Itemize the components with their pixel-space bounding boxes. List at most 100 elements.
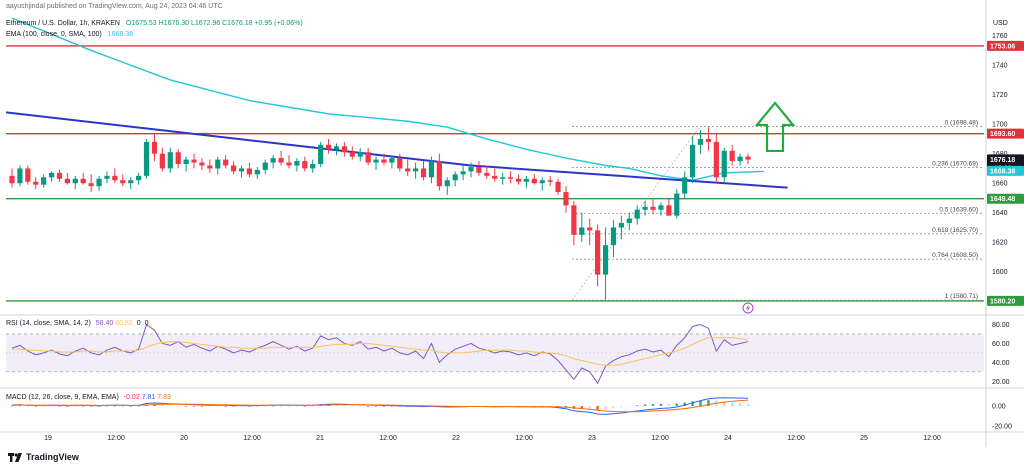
macd-histogram-bar-77 xyxy=(620,406,623,408)
macd-histogram-bar-79 xyxy=(636,405,639,406)
candle-body-74 xyxy=(595,230,601,275)
candle-body-5 xyxy=(48,172,55,178)
macd-histogram-bar-92 xyxy=(738,403,742,406)
candle-body-85 xyxy=(682,177,688,194)
ohlc-low: L1672.96 xyxy=(190,20,221,27)
candle-body-45 xyxy=(365,152,371,163)
fib-level-label-1: 0.236 (1670.69) xyxy=(932,160,978,167)
macd-histogram-bar-26 xyxy=(216,406,219,407)
candle-body-86 xyxy=(690,144,696,178)
rsi-tick-label-3: 80.00 xyxy=(992,322,1010,329)
candle-body-37 xyxy=(302,161,308,169)
candle-body-4 xyxy=(41,177,47,185)
price-axis-badge-text-5: 1580.20 xyxy=(990,298,1015,305)
rsi-tick-label-0: 20.00 xyxy=(992,379,1010,386)
candle-body-47 xyxy=(381,159,387,163)
macd-histogram-bar-8 xyxy=(74,406,77,407)
candle-body-31 xyxy=(254,169,260,175)
candle-body-17 xyxy=(143,141,150,176)
candle-body-60 xyxy=(484,172,490,176)
macd-legend[interactable]: MACD (12, 26, close, 9, EMA, EMA) -0.02 … xyxy=(6,394,171,401)
candle-body-42 xyxy=(341,146,347,153)
ema-legend-value: 1668.38 xyxy=(107,31,133,38)
candle-body-6 xyxy=(56,172,63,179)
candle-body-84 xyxy=(674,193,680,216)
time-tick-label-2: 20 xyxy=(180,435,188,442)
candle-body-62 xyxy=(500,177,506,179)
candle-body-40 xyxy=(325,144,332,150)
ohlc-high: H1676.30 xyxy=(158,20,190,27)
candle-body-27 xyxy=(223,159,229,166)
rsi-legend-zero-b: 0 xyxy=(144,320,149,327)
rsi-legend-value: 58.40 xyxy=(95,320,114,327)
candle-body-69 xyxy=(555,181,561,193)
time-tick-label-3: 12:00 xyxy=(243,435,261,442)
macd-histogram-bar-9 xyxy=(82,405,85,407)
candle-body-38 xyxy=(310,164,316,169)
macd-histogram-bar-36 xyxy=(295,406,299,407)
rsi-legend[interactable]: RSI (14, close, SMA, 14, 2) 58.40 60.82 … xyxy=(6,320,149,327)
publisher-line: aayushjindal published on TradingView.co… xyxy=(6,3,223,10)
macd-histogram-bar-76 xyxy=(612,406,615,409)
macd-histogram-bar-75 xyxy=(604,406,607,410)
macd-histogram-bar-2 xyxy=(26,406,30,407)
candle-body-12 xyxy=(104,175,110,179)
macd-histogram-value: -0.02 xyxy=(123,394,140,401)
candle-body-79 xyxy=(634,209,640,219)
macd-histogram-bar-39 xyxy=(319,405,322,407)
macd-histogram-bar-44 xyxy=(359,406,362,407)
candle-body-20 xyxy=(167,152,173,169)
tradingview-brand[interactable]: TradingView xyxy=(8,452,79,462)
ema-legend[interactable]: EMA (100, close, 0, SMA, 100) 1668.38 xyxy=(6,31,133,38)
candle-body-90 xyxy=(721,150,727,178)
macd-line-value: 7.81 xyxy=(141,394,156,401)
candle-body-52 xyxy=(420,168,427,178)
candle-body-30 xyxy=(246,168,253,175)
ohlc-open: O1675.53 xyxy=(125,20,157,27)
candle-body-50 xyxy=(405,168,411,172)
macd-histogram-bar-0 xyxy=(10,405,14,407)
candle-body-23 xyxy=(191,159,197,163)
macd-signal-line xyxy=(11,399,749,413)
macd-histogram-bar-31 xyxy=(256,406,259,407)
candle-body-19 xyxy=(159,153,165,169)
candle-body-92 xyxy=(737,156,743,162)
macd-histogram-bar-78 xyxy=(628,406,631,407)
candle-body-53 xyxy=(428,161,435,178)
price-axis-badge-text-2: 1676.18 xyxy=(990,157,1015,164)
candle-body-0 xyxy=(9,175,15,184)
macd-histogram-bar-30 xyxy=(248,406,251,407)
macd-histogram-bar-35 xyxy=(287,405,291,407)
candle-body-3 xyxy=(33,181,39,185)
price-axis-badge-text-4: 1649.48 xyxy=(990,196,1015,203)
candle-body-67 xyxy=(539,180,545,184)
currency-label: USD xyxy=(993,20,1008,27)
macd-histogram-bar-43 xyxy=(351,405,354,407)
macd-histogram-bar-14 xyxy=(121,406,124,407)
candle-body-35 xyxy=(286,162,292,166)
candle-body-11 xyxy=(96,178,102,187)
candle-body-91 xyxy=(729,150,735,162)
time-tick-label-6: 22 xyxy=(452,435,460,442)
macd-histogram-bar-69 xyxy=(556,406,560,407)
price-axis-badge-1 xyxy=(987,128,1024,139)
candle-body-55 xyxy=(444,180,450,187)
macd-histogram-bar-7 xyxy=(66,406,69,407)
price-tick-label-7: 1740 xyxy=(992,63,1008,70)
macd-histogram-bar-32 xyxy=(264,406,267,407)
candle-body-16 xyxy=(136,175,142,181)
rsi-ma-line xyxy=(12,337,749,366)
candle-body-51 xyxy=(413,168,419,172)
ohlc-change: +0.95 (+0.06%) xyxy=(254,20,303,27)
candle-body-77 xyxy=(618,223,624,228)
time-tick-label-12: 25 xyxy=(860,435,868,442)
candle-body-33 xyxy=(270,158,276,163)
time-tick-label-5: 12:00 xyxy=(379,435,397,442)
fib-level-label-4: 0.764 (1608.50) xyxy=(932,252,978,259)
candle-body-61 xyxy=(492,175,498,179)
macd-histogram-bar-87 xyxy=(699,400,702,406)
macd-histogram-bar-15 xyxy=(129,406,132,407)
macd-legend-label: MACD (12, 26, close, 9, EMA, EMA) xyxy=(6,394,119,401)
price-tick-label-2: 1640 xyxy=(992,210,1008,217)
